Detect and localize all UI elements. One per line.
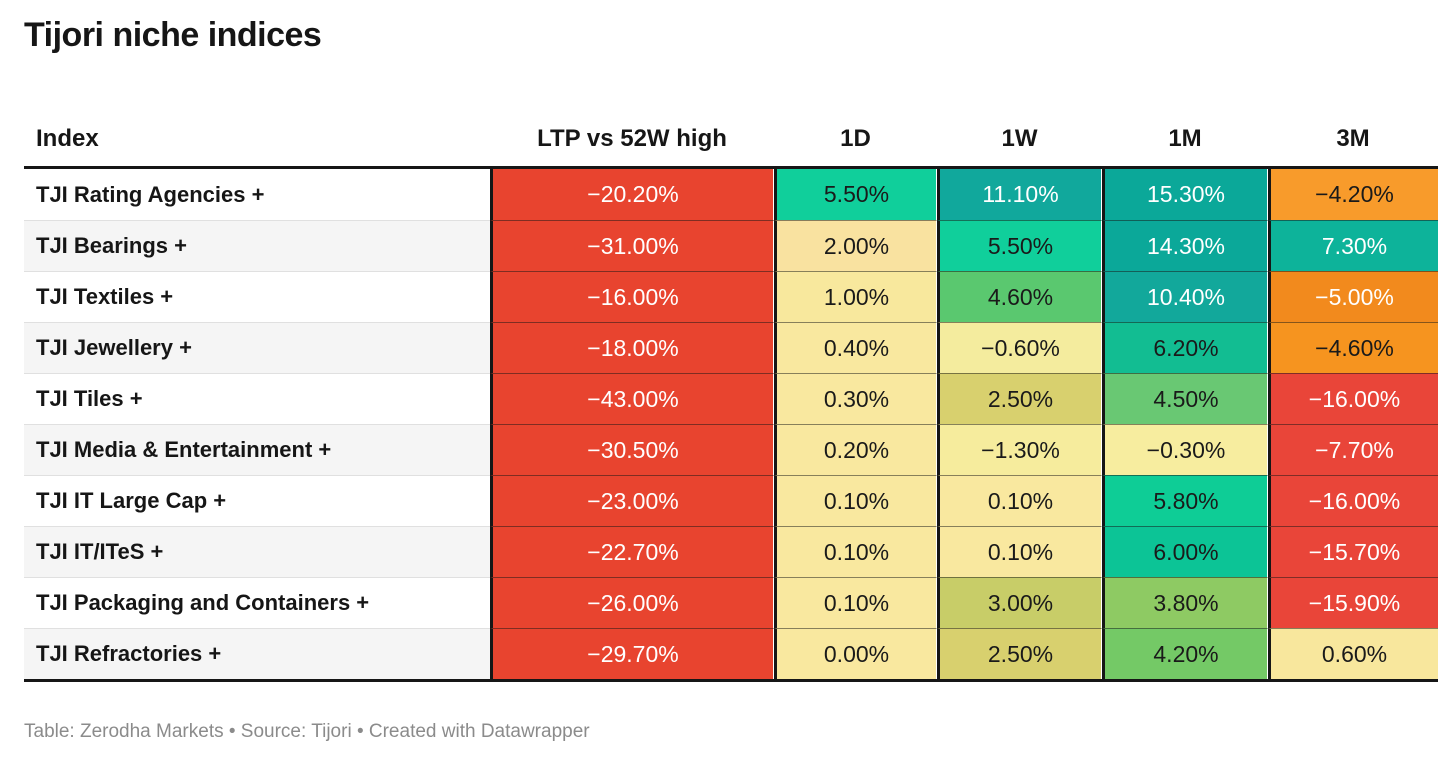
- index-name-cell[interactable]: TJI Refractories +: [24, 628, 490, 679]
- cell-1d: 0.10%: [774, 526, 937, 577]
- cell-3m: −16.00%: [1268, 373, 1438, 424]
- index-name-cell[interactable]: TJI Bearings +: [24, 220, 490, 271]
- cell-1d: 0.00%: [774, 628, 937, 679]
- cell-1d: 2.00%: [774, 220, 937, 271]
- index-name-cell[interactable]: TJI Jewellery +: [24, 322, 490, 373]
- cell-3m: −15.70%: [1268, 526, 1438, 577]
- cell-1w: −0.60%: [937, 322, 1102, 373]
- cell-1d: 0.40%: [774, 322, 937, 373]
- cell-1m: 6.00%: [1102, 526, 1268, 577]
- table-row: TJI Jewellery + −18.00% 0.40% −0.60% 6.2…: [24, 322, 1438, 373]
- index-name-cell[interactable]: TJI Media & Entertainment +: [24, 424, 490, 475]
- cell-1w: 3.00%: [937, 577, 1102, 628]
- cell-1w: 2.50%: [937, 373, 1102, 424]
- cell-1d: 0.10%: [774, 577, 937, 628]
- indices-table: Index LTP vs 52W high 1D 1W 1M 3M TJI Ra…: [24, 116, 1438, 682]
- cell-1m: 5.80%: [1102, 475, 1268, 526]
- table-row: TJI Rating Agencies + −20.20% 5.50% 11.1…: [24, 169, 1438, 220]
- index-name-cell[interactable]: TJI Textiles +: [24, 271, 490, 322]
- table-row: TJI IT/ITeS + −22.70% 0.10% 0.10% 6.00% …: [24, 526, 1438, 577]
- index-name-cell[interactable]: TJI Tiles +: [24, 373, 490, 424]
- page-title: Tijori niche indices: [24, 16, 322, 54]
- cell-1m: 15.30%: [1102, 169, 1268, 220]
- index-name-cell[interactable]: TJI Rating Agencies +: [24, 169, 490, 220]
- cell-3m: −15.90%: [1268, 577, 1438, 628]
- cell-1m: 3.80%: [1102, 577, 1268, 628]
- table-row: TJI Textiles + −16.00% 1.00% 4.60% 10.40…: [24, 271, 1438, 322]
- cell-1w: 0.10%: [937, 526, 1102, 577]
- cell-3m: 7.30%: [1268, 220, 1438, 271]
- column-header-1w: 1W: [1001, 125, 1038, 152]
- cell-1d: 1.00%: [774, 271, 937, 322]
- cell-ltp-vs-52w-high: −30.50%: [490, 424, 774, 475]
- cell-ltp-vs-52w-high: −23.00%: [490, 475, 774, 526]
- cell-ltp-vs-52w-high: −20.20%: [490, 169, 774, 220]
- cell-3m: −7.70%: [1268, 424, 1438, 475]
- cell-ltp-vs-52w-high: −16.00%: [490, 271, 774, 322]
- cell-ltp-vs-52w-high: −29.70%: [490, 628, 774, 679]
- table-body: TJI Rating Agencies + −20.20% 5.50% 11.1…: [24, 166, 1438, 682]
- cell-1d: 5.50%: [774, 169, 937, 220]
- cell-3m: 0.60%: [1268, 628, 1438, 679]
- table-header-row: Index LTP vs 52W high 1D 1W 1M 3M: [24, 116, 1438, 166]
- cell-1w: 11.10%: [937, 169, 1102, 220]
- cell-1m: 10.40%: [1102, 271, 1268, 322]
- cell-1m: 4.20%: [1102, 628, 1268, 679]
- column-header-index: Index: [36, 125, 99, 152]
- table-row: TJI Refractories + −29.70% 0.00% 2.50% 4…: [24, 628, 1438, 679]
- cell-1m: −0.30%: [1102, 424, 1268, 475]
- cell-1d: 0.20%: [774, 424, 937, 475]
- cell-3m: −16.00%: [1268, 475, 1438, 526]
- cell-1w: 4.60%: [937, 271, 1102, 322]
- cell-1d: 0.10%: [774, 475, 937, 526]
- cell-1w: 5.50%: [937, 220, 1102, 271]
- index-name-cell[interactable]: TJI Packaging and Containers +: [24, 577, 490, 628]
- index-name-cell[interactable]: TJI IT/ITeS +: [24, 526, 490, 577]
- cell-ltp-vs-52w-high: −31.00%: [490, 220, 774, 271]
- table-row: TJI IT Large Cap + −23.00% 0.10% 0.10% 5…: [24, 475, 1438, 526]
- cell-3m: −4.60%: [1268, 322, 1438, 373]
- cell-1m: 4.50%: [1102, 373, 1268, 424]
- cell-1w: −1.30%: [937, 424, 1102, 475]
- cell-ltp-vs-52w-high: −26.00%: [490, 577, 774, 628]
- table-row: TJI Tiles + −43.00% 0.30% 2.50% 4.50% −1…: [24, 373, 1438, 424]
- cell-1d: 0.30%: [774, 373, 937, 424]
- table-row: TJI Packaging and Containers + −26.00% 0…: [24, 577, 1438, 628]
- column-header-ltp-vs-52w-high: LTP vs 52W high: [537, 125, 727, 152]
- column-header-1m: 1M: [1168, 125, 1202, 152]
- cell-ltp-vs-52w-high: −43.00%: [490, 373, 774, 424]
- table-row: TJI Bearings + −31.00% 2.00% 5.50% 14.30…: [24, 220, 1438, 271]
- cell-ltp-vs-52w-high: −18.00%: [490, 322, 774, 373]
- attribution-footer: Table: Zerodha Markets • Source: Tijori …: [24, 721, 590, 742]
- column-header-3m: 3M: [1336, 125, 1370, 152]
- cell-1m: 14.30%: [1102, 220, 1268, 271]
- column-header-1d: 1D: [840, 125, 871, 152]
- cell-3m: −4.20%: [1268, 169, 1438, 220]
- cell-1w: 0.10%: [937, 475, 1102, 526]
- cell-ltp-vs-52w-high: −22.70%: [490, 526, 774, 577]
- cell-3m: −5.00%: [1268, 271, 1438, 322]
- cell-1w: 2.50%: [937, 628, 1102, 679]
- cell-1m: 6.20%: [1102, 322, 1268, 373]
- index-name-cell[interactable]: TJI IT Large Cap +: [24, 475, 490, 526]
- table-row: TJI Media & Entertainment + −30.50% 0.20…: [24, 424, 1438, 475]
